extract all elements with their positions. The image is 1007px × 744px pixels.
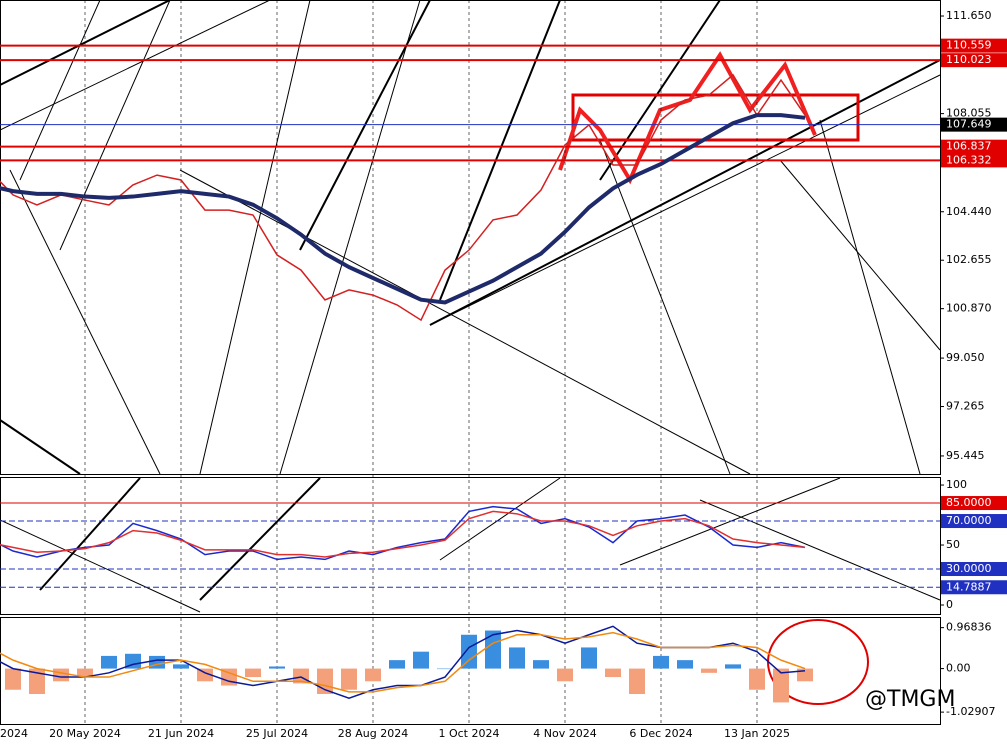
panel-frame xyxy=(0,617,941,725)
panel-frame xyxy=(0,477,941,615)
histogram-bar xyxy=(557,668,573,682)
histogram-bar xyxy=(677,660,693,669)
y-tick-label: 111.650 xyxy=(946,9,992,22)
level-label: 107.649 xyxy=(946,118,992,131)
histogram-bar xyxy=(197,668,213,682)
y-tick-label: 95.445 xyxy=(946,449,985,462)
series-line xyxy=(0,631,806,693)
histogram-bar xyxy=(437,668,453,670)
x-tick-label: 13 Jan 2025 xyxy=(724,727,790,740)
histogram-bar xyxy=(365,668,381,682)
histogram-bar xyxy=(773,668,789,703)
y-tick-label: 99.050 xyxy=(946,351,985,364)
x-tick-label: 2024 xyxy=(0,727,28,740)
panel-frame xyxy=(0,0,941,475)
histogram-bar xyxy=(701,668,717,673)
level-label-box xyxy=(941,514,1007,529)
x-tick-label: 20 May 2024 xyxy=(49,727,121,740)
histogram-bar xyxy=(269,666,285,669)
histogram-bar xyxy=(485,630,501,669)
watermark: @TMGM xyxy=(865,687,955,712)
y-tick-label: 0.00 xyxy=(946,662,971,675)
level-label-box xyxy=(941,53,1007,68)
y-tick-label: 104.440 xyxy=(946,205,992,218)
x-tick-label: 25 Jul 2024 xyxy=(246,727,308,740)
y-tick-label: -1.02907 xyxy=(946,705,995,718)
series-line xyxy=(0,510,806,558)
y-tick-label: 97.265 xyxy=(946,400,985,413)
series-line xyxy=(0,73,806,322)
zigzag-annotation xyxy=(558,51,817,185)
histogram-bar xyxy=(629,668,645,694)
y-tick-label: 102.655 xyxy=(946,253,992,266)
histogram-bar xyxy=(77,668,93,678)
histogram-bar xyxy=(29,668,45,694)
level-label: 30.0000 xyxy=(946,562,992,575)
level-label-box xyxy=(941,139,1007,154)
level-label: 106.837 xyxy=(946,140,992,153)
x-tick-label: 21 Jun 2024 xyxy=(148,727,214,740)
histogram-bar xyxy=(341,668,357,690)
level-label: 85.0000 xyxy=(946,496,992,509)
histogram-bar xyxy=(725,664,741,669)
histogram-bar xyxy=(749,668,765,690)
histogram-bar xyxy=(461,634,477,669)
level-label-box xyxy=(941,38,1007,53)
histogram-bar xyxy=(5,668,21,690)
level-label-box xyxy=(941,580,1007,595)
y-tick-label: 108.055 xyxy=(946,107,992,120)
histogram-bar xyxy=(509,647,525,669)
y-tick-label: 0.96836 xyxy=(946,621,992,634)
series-line xyxy=(0,505,806,561)
y-tick-label: 100.870 xyxy=(946,302,992,315)
series-line xyxy=(0,113,806,305)
level-label: 14.7887 xyxy=(946,580,992,593)
x-tick-label: 28 Aug 2024 xyxy=(338,727,408,740)
y-tick-label: 0 xyxy=(946,598,953,611)
x-tick-label: 6 Dec 2024 xyxy=(629,727,692,740)
histogram-bar xyxy=(173,664,189,669)
level-label: 106.332 xyxy=(946,153,992,166)
histogram-bar xyxy=(533,660,549,669)
histogram-bar xyxy=(125,653,141,669)
level-label: 70.0000 xyxy=(946,514,992,527)
histogram-bar xyxy=(389,660,405,669)
x-tick-label: 1 Oct 2024 xyxy=(438,727,499,740)
y-tick-label: 100 xyxy=(946,478,967,491)
level-label-box xyxy=(941,117,1007,132)
level-label-box xyxy=(941,153,1007,168)
histogram-bar xyxy=(149,655,165,669)
level-label: 110.023 xyxy=(946,53,992,66)
x-tick-label: 4 Nov 2024 xyxy=(533,727,596,740)
level-label-box xyxy=(941,562,1007,577)
histogram-bar xyxy=(581,647,597,669)
histogram-bar xyxy=(653,655,669,669)
histogram-bar xyxy=(101,655,117,669)
histogram-bar xyxy=(413,651,429,669)
y-tick-label: 50 xyxy=(946,538,960,551)
histogram-bar xyxy=(53,668,69,682)
histogram-bar xyxy=(245,668,261,678)
trend-lines xyxy=(0,0,941,613)
level-label-box xyxy=(941,496,1007,511)
level-label: 110.559 xyxy=(946,39,992,52)
range-box xyxy=(571,93,860,142)
histogram-bar xyxy=(605,668,621,678)
